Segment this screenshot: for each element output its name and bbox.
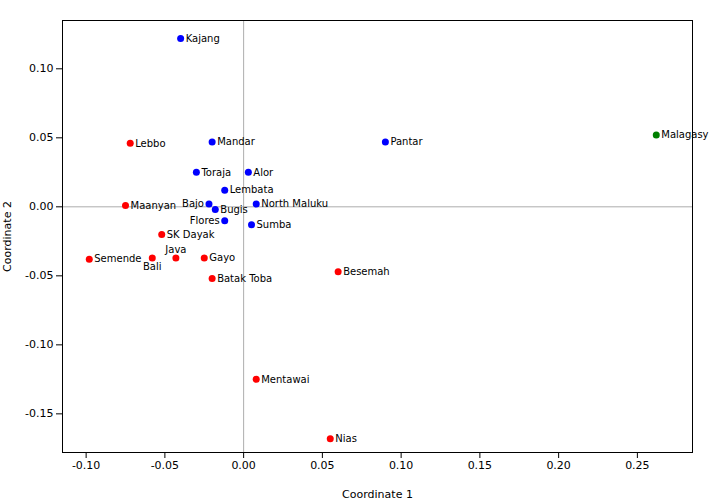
svg-text:Flores: Flores <box>190 215 220 226</box>
svg-text:Coordinate 1: Coordinate 1 <box>342 488 413 500</box>
svg-text:0.10: 0.10 <box>29 62 54 75</box>
svg-text:0.10: 0.10 <box>389 459 414 472</box>
svg-text:Batak Toba: Batak Toba <box>217 273 272 284</box>
svg-text:Bugis: Bugis <box>220 204 248 215</box>
svg-text:Sumba: Sumba <box>257 219 292 230</box>
svg-text:Gayo: Gayo <box>209 252 235 263</box>
svg-text:-0.10: -0.10 <box>72 459 100 472</box>
svg-text:Toraja: Toraja <box>200 167 231 178</box>
svg-text:Alor: Alor <box>253 167 274 178</box>
svg-text:Malagasy: Malagasy <box>661 129 708 140</box>
svg-text:Kajang: Kajang <box>186 33 220 44</box>
svg-text:North Maluku: North Maluku <box>261 198 328 209</box>
svg-text:0.05: 0.05 <box>29 131 54 144</box>
svg-text:0.05: 0.05 <box>310 459 335 472</box>
svg-text:Pantar: Pantar <box>390 136 423 147</box>
svg-text:Java: Java <box>164 244 186 255</box>
svg-text:Bali: Bali <box>143 261 162 272</box>
svg-text:Semende: Semende <box>94 253 141 264</box>
svg-text:0.25: 0.25 <box>625 459 650 472</box>
svg-text:Maanyan: Maanyan <box>131 200 177 211</box>
svg-text:SK Dayak: SK Dayak <box>167 229 215 240</box>
svg-text:Mandar: Mandar <box>217 136 256 147</box>
svg-text:Bajo: Bajo <box>182 198 204 209</box>
svg-text:0.15: 0.15 <box>468 459 493 472</box>
svg-text:Lembata: Lembata <box>230 184 274 195</box>
svg-text:-0.05: -0.05 <box>25 269 53 282</box>
svg-text:Coordinate 2: Coordinate 2 <box>1 201 14 272</box>
svg-text:-0.10: -0.10 <box>25 338 53 351</box>
svg-text:-0.05: -0.05 <box>151 459 179 472</box>
svg-text:Besemah: Besemah <box>343 266 390 277</box>
svg-text:0.00: 0.00 <box>29 200 54 213</box>
svg-text:0.20: 0.20 <box>546 459 571 472</box>
svg-text:Lebbo: Lebbo <box>135 138 165 149</box>
svg-text:0.00: 0.00 <box>231 459 256 472</box>
svg-text:Mentawai: Mentawai <box>261 374 309 385</box>
svg-text:-0.15: -0.15 <box>25 407 53 420</box>
svg-text:Nias: Nias <box>335 433 357 444</box>
